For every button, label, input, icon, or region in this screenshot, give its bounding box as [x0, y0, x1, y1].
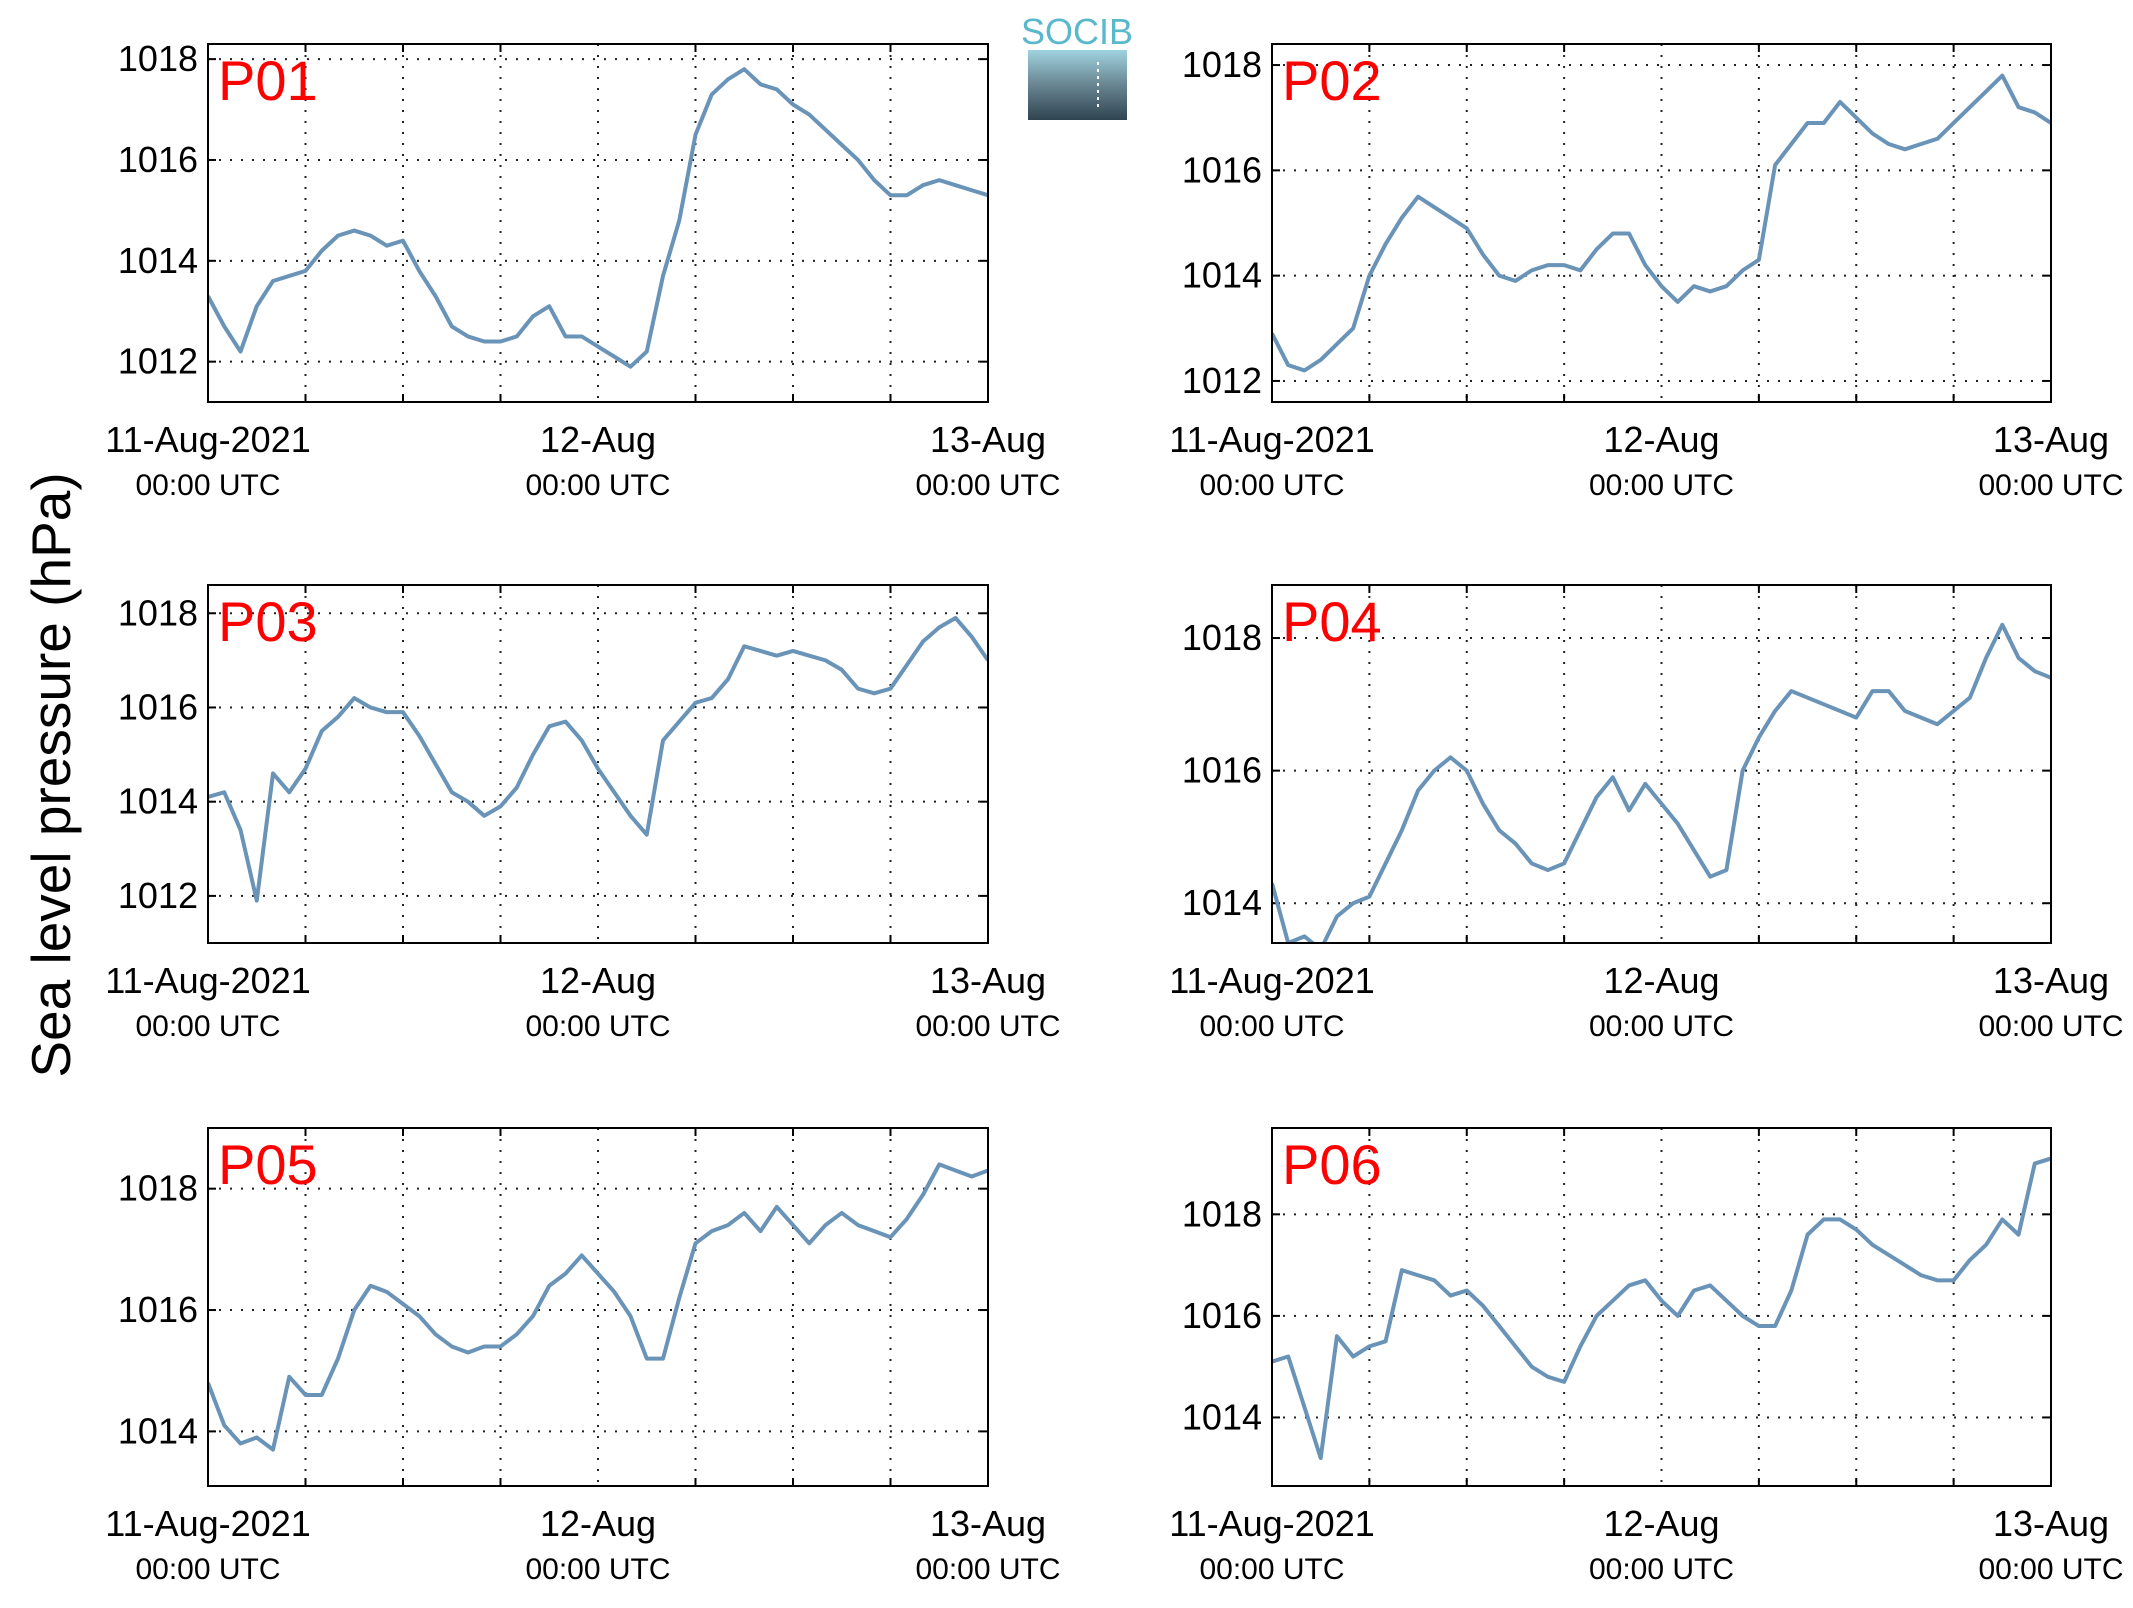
x-tick-sublabel: 00:00 UTC	[135, 469, 280, 502]
x-tick-label: 13-Aug	[1993, 1503, 2109, 1544]
x-tick-label: 12-Aug	[1603, 1503, 1719, 1544]
y-tick-label: 1018	[118, 592, 198, 633]
y-tick-label: 1018	[118, 38, 198, 79]
x-tick-label: 11-Aug-2021	[1169, 419, 1375, 460]
x-tick-sublabel: 00:00 UTC	[1589, 1010, 1734, 1043]
panel: 1014 1016 1018 11-Aug-2021 00:00 UTC 12-Aug 00…	[1169, 1127, 2124, 1586]
x-tick-label: 12-Aug	[540, 960, 656, 1001]
x-tick-label: 12-Aug	[540, 1503, 656, 1544]
x-tick-sublabel: 00:00 UTC	[915, 1553, 1060, 1586]
logo-box	[1028, 50, 1127, 120]
plot-area	[208, 67, 988, 369]
plot-area	[1272, 73, 2051, 373]
x-tick-sublabel: 00:00 UTC	[1199, 1010, 1344, 1043]
x-tick-label: 12-Aug	[1603, 419, 1719, 460]
y-tick-label: 1012	[1182, 360, 1262, 401]
y-tick-label: 1016	[118, 1289, 198, 1330]
axes-frame	[1271, 43, 2052, 403]
plot-area	[208, 1162, 988, 1452]
x-tick-sublabel: 00:00 UTC	[1589, 469, 1734, 502]
plot-area	[1272, 1156, 2051, 1461]
x-tick-sublabel: 00:00 UTC	[525, 469, 670, 502]
x-tick-label: 11-Aug-2021	[105, 1503, 311, 1544]
logo-text: SOCIB	[1021, 11, 1133, 52]
panel: 1012 1014 1016 1018 11-Aug-2021 00:00 UTC 12-A…	[105, 584, 1061, 1043]
y-tick-label: 1018	[118, 1168, 198, 1209]
x-tick-sublabel: 00:00 UTC	[525, 1010, 670, 1043]
data-line	[1272, 1156, 2051, 1461]
y-tick-label: 1012	[118, 875, 198, 916]
y-tick-label: 1016	[118, 139, 198, 180]
y-tick-label: 1016	[1182, 750, 1262, 791]
x-tick-sublabel: 00:00 UTC	[915, 469, 1060, 502]
panel-title: P03	[218, 590, 318, 653]
plot-area	[1272, 622, 2051, 943]
panel: 1014 1016 1018 11-Aug-2021 00:00 UTC 12-Aug 00…	[1169, 584, 2124, 1043]
axes-frame	[207, 43, 989, 403]
x-tick-label: 13-Aug	[930, 960, 1046, 1001]
x-tick-sublabel: 00:00 UTC	[135, 1010, 280, 1043]
data-line	[208, 67, 988, 369]
x-tick-label: 13-Aug	[1993, 960, 2109, 1001]
data-line	[208, 615, 988, 903]
x-tick-label: 11-Aug-2021	[105, 960, 311, 1001]
x-tick-sublabel: 00:00 UTC	[1199, 1553, 1344, 1586]
y-tick-label: 1018	[1182, 1193, 1262, 1234]
data-line	[1272, 73, 2051, 373]
x-tick-label: 11-Aug-2021	[1169, 960, 1375, 1001]
panel: 1012 1014 1016 1018 11-Aug-2021 00:00 UTC 12-A…	[105, 38, 1060, 502]
x-tick-label: 11-Aug-2021	[1169, 1503, 1375, 1544]
panel-title: P02	[1282, 49, 1382, 112]
y-axis-label: Sea level pressure (hPa)	[20, 472, 82, 1077]
x-tick-label: 11-Aug-2021	[105, 419, 311, 460]
logo: SOCIB	[1021, 11, 1133, 120]
y-tick-label: 1016	[1182, 1295, 1262, 1336]
x-tick-label: 13-Aug	[1993, 419, 2109, 460]
y-tick-label: 1018	[1182, 44, 1262, 85]
y-tick-label: 1014	[118, 240, 198, 281]
axes-frame	[1271, 584, 2052, 944]
y-tick-label: 1014	[1182, 1396, 1262, 1437]
x-tick-sublabel: 00:00 UTC	[1589, 1553, 1734, 1586]
y-tick-label: 1014	[1182, 882, 1262, 923]
x-tick-label: 13-Aug	[930, 1503, 1046, 1544]
y-tick-label: 1018	[1182, 617, 1262, 658]
x-tick-sublabel: 00:00 UTC	[525, 1553, 670, 1586]
x-tick-sublabel: 00:00 UTC	[1978, 1553, 2123, 1586]
axes-frame	[1271, 1127, 2052, 1487]
panel-title: P04	[1282, 590, 1382, 653]
panel: 1012 1014 1016 1018 11-Aug-2021 00:00 UTC 12-A…	[1169, 43, 2124, 502]
x-tick-label: 12-Aug	[1603, 960, 1719, 1001]
y-tick-label: 1016	[1182, 149, 1262, 190]
axes-frame	[207, 1127, 989, 1487]
panel-title: P06	[1282, 1133, 1382, 1196]
panel: 1014 1016 1018 11-Aug-2021 00:00 UTC 12-Aug 00…	[105, 1127, 1061, 1586]
x-tick-sublabel: 00:00 UTC	[1978, 469, 2123, 502]
panel-title: P01	[218, 49, 318, 112]
x-tick-sublabel: 00:00 UTC	[1978, 1010, 2123, 1043]
x-tick-label: 12-Aug	[540, 419, 656, 460]
y-tick-label: 1014	[118, 781, 198, 822]
panel-title: P05	[218, 1133, 318, 1196]
y-tick-label: 1012	[118, 341, 198, 382]
x-tick-label: 13-Aug	[930, 419, 1046, 460]
x-tick-sublabel: 00:00 UTC	[1199, 469, 1344, 502]
y-tick-label: 1014	[118, 1410, 198, 1451]
y-tick-label: 1016	[118, 686, 198, 727]
data-line	[208, 1162, 988, 1452]
data-line	[1272, 622, 2051, 943]
x-tick-sublabel: 00:00 UTC	[915, 1010, 1060, 1043]
x-tick-sublabel: 00:00 UTC	[135, 1553, 280, 1586]
axes-frame	[207, 584, 989, 944]
plot-area	[208, 615, 988, 903]
y-tick-label: 1014	[1182, 255, 1262, 296]
